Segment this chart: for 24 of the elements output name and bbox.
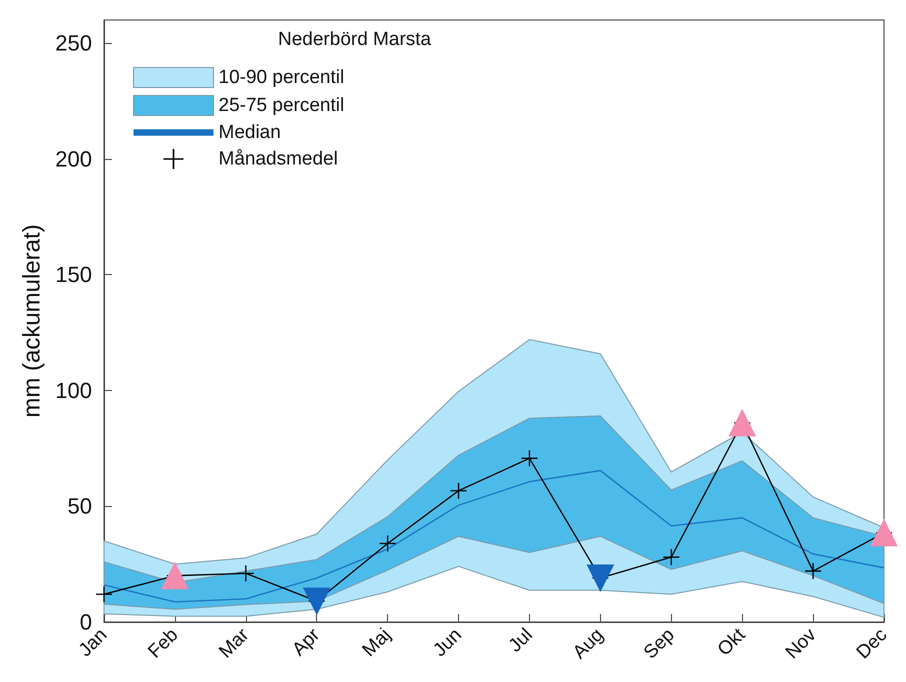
x-tick-label: Nov (782, 624, 821, 664)
x-tick-label: Aug (569, 624, 608, 664)
x-tick-label: Jun (429, 624, 466, 662)
y-axis-title: mm (ackumulerat) (18, 224, 46, 418)
y-tick-label: 0 (80, 610, 92, 634)
x-tick-label: Jul (504, 624, 537, 657)
legend-label: 25-75 percentil (218, 95, 344, 116)
x-tick-label: Dec (852, 624, 892, 664)
y-tick-label: 150 (55, 262, 92, 288)
line-series (103, 470, 885, 603)
x-tick-label: Okt (714, 624, 750, 660)
legend-label: Månadsmedel (218, 148, 338, 170)
y-tick-label: 50 (68, 494, 92, 519)
legend-title: Nederbörd Marsta (278, 29, 432, 50)
y-tick-label: 100 (55, 378, 92, 403)
x-tick-label: Maj (358, 624, 396, 662)
x-tick-label: Mar (215, 624, 254, 663)
y-tick-label: 200 (55, 146, 92, 172)
y-tick-label: 250 (55, 30, 92, 56)
x-tick-label: Sep (640, 624, 679, 664)
legend-label: Median (218, 122, 281, 143)
x-tick-label: Feb (144, 624, 182, 663)
legend-label: 10-90 percentil (218, 67, 344, 88)
x-tick-label: Apr (288, 624, 324, 660)
